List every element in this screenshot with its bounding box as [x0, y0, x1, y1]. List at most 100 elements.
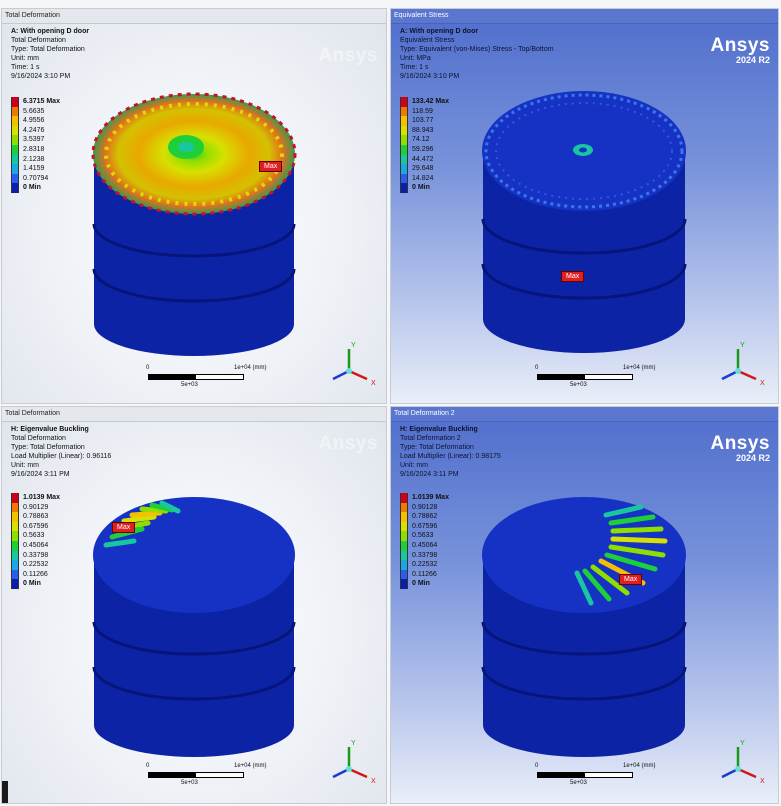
color-legend[interactable]: 1.0139 Max 0.90129 0.78863 0.67596 0.5633 0.4… [11, 493, 71, 589]
color-legend[interactable]: 1.0139 Max 0.90128 0.78862 0.67596 0.5633 0.4… [400, 493, 460, 589]
legend-swatch [11, 125, 19, 136]
info-line: 9/16/2024 3:11 PM [11, 471, 70, 478]
info-line: Unit: mm [11, 55, 39, 62]
triad-x-label: X [371, 778, 376, 785]
legend-swatch [400, 531, 408, 541]
legend-row: 133.42 Max [400, 97, 460, 107]
model-view[interactable] [2, 9, 387, 404]
scale-end: 1e+04 (mm) [234, 763, 267, 769]
color-legend[interactable]: 133.42 Max 118.59 103.77 88.943 74.12 59.296 4… [400, 97, 460, 193]
color-legend[interactable]: 6.3715 Max 5.6635 4.9556 4.2476 3.5397 2.8318… [11, 97, 71, 193]
info-line: Type: Total Deformation [11, 444, 85, 451]
legend-value: 0 Min [412, 184, 430, 192]
legend-row: 0.67596 [400, 521, 460, 532]
legend-value: 0.11266 [412, 570, 437, 578]
axis-triad[interactable]: Y X [716, 737, 768, 789]
axis-triad[interactable]: Y X [327, 339, 379, 391]
panel-buckling-deformation[interactable]: Total Deformation Max H: Eigenvalue Buck… [1, 406, 387, 804]
model-view[interactable] [2, 407, 387, 804]
triad-x-label: X [371, 380, 376, 387]
legend-row: 0.5633 [400, 531, 460, 541]
legend-value: 0.70794 [23, 174, 49, 182]
legend-value: 0.90128 [412, 503, 438, 511]
panel-title: Total Deformation 2 [391, 407, 778, 422]
legend-swatch [400, 154, 408, 165]
logo-version: 2024 R2 [735, 55, 770, 65]
info-line: 9/16/2024 3:11 PM [400, 471, 459, 478]
legend-swatch [400, 579, 408, 589]
legend-value: 0.22532 [23, 561, 49, 569]
legend-swatch [11, 560, 19, 570]
legend-swatch [400, 144, 408, 155]
triad-y-label: Y [351, 740, 356, 747]
legend-swatch [400, 106, 408, 117]
triad-y-label: Y [740, 342, 745, 349]
legend-value: 0 Min [23, 580, 41, 588]
ansys-logo: Ansys [318, 433, 378, 455]
legend-swatch [11, 569, 19, 580]
max-probe-label[interactable]: Max [259, 161, 283, 172]
legend-row: 0.5633 [11, 531, 71, 541]
legend-row: 0.70794 [11, 173, 71, 184]
legend-row: 59.296 [400, 144, 460, 155]
legend-swatch [11, 173, 19, 184]
legend-value: 0.90129 [23, 503, 49, 511]
ansys-logo: Ansys 2024 R2 [710, 35, 770, 65]
legend-row: 0.67596 [11, 521, 71, 532]
info-line: A: With opening D door [400, 28, 479, 35]
legend-value: 4.9556 [23, 117, 45, 125]
legend-row: 4.2476 [11, 125, 71, 136]
info-line: Load Multiplier (Linear): 0.98175 [400, 453, 501, 460]
legend-swatch [400, 569, 408, 580]
legend-value: 0.67596 [412, 522, 438, 530]
panel-buckling-deformation-2[interactable]: Total Deformation 2 Max H: Eigenvalue Bu… [390, 406, 779, 804]
info-line: Total Deformation [11, 435, 66, 442]
scale-bar-graphic [537, 772, 633, 778]
legend-value: 88.943 [412, 126, 434, 134]
info-line: H: Eigenvalue Buckling [11, 426, 89, 433]
info-line: Unit: mm [400, 462, 428, 469]
scale-zero: 0 [146, 763, 150, 769]
panel-total-deformation[interactable]: Total Deformation Max A: With opening D … [1, 8, 387, 404]
legend-swatch [11, 97, 19, 107]
legend-row: 4.9556 [11, 116, 71, 126]
legend-value: 1.4159 [23, 165, 45, 173]
scale-bar-graphic [537, 374, 633, 380]
legend-row: 0.45064 [400, 540, 460, 551]
scale-end: 1e+04 (mm) [623, 763, 656, 769]
legend-swatch [400, 183, 408, 193]
legend-row: 0.33798 [11, 550, 71, 561]
legend-row: 44.472 [400, 154, 460, 165]
legend-swatch [11, 106, 19, 117]
legend-row: 0.33798 [400, 550, 460, 561]
legend-row: 29.648 [400, 164, 460, 174]
info-line: Type: Total Deformation [400, 444, 474, 451]
legend-row: 5.6635 [11, 106, 71, 117]
info-line: Load Multiplier (Linear): 0.96116 [11, 453, 112, 460]
legend-row: 0.78862 [400, 512, 460, 522]
logo-version: 2024 R2 [735, 453, 770, 463]
scale-zero: 0 [535, 763, 539, 769]
result-info: A: With opening D door Total Deformation… [11, 27, 89, 81]
panel-equivalent-stress[interactable]: Equivalent Stress Max A: With opening D … [390, 8, 779, 404]
info-line: Unit: mm [11, 462, 39, 469]
max-probe-label[interactable]: Max [619, 574, 643, 585]
legend-row: 1.0139 Max [11, 493, 71, 503]
info-line: Unit: MPa [400, 55, 431, 62]
legend-value: 29.648 [412, 165, 434, 173]
legend-row: 88.943 [400, 125, 460, 136]
axis-triad[interactable]: Y X [327, 737, 379, 789]
info-line: 9/16/2024 3:10 PM [11, 73, 71, 80]
max-probe-label[interactable]: Max [561, 271, 585, 282]
panel-title: Total Deformation [2, 407, 386, 422]
legend-value: 6.3715 Max [23, 98, 60, 105]
max-probe-label[interactable]: Max [112, 522, 136, 533]
legend-value: 0.33798 [23, 551, 49, 559]
scale-bar-graphic [148, 772, 244, 778]
model-view[interactable] [391, 407, 779, 804]
axis-triad[interactable]: Y X [716, 339, 768, 391]
legend-value: 2.1238 [23, 155, 45, 163]
legend-row: 1.0139 Max [400, 493, 460, 503]
model-view[interactable] [391, 9, 779, 404]
legend-swatch [400, 521, 408, 532]
